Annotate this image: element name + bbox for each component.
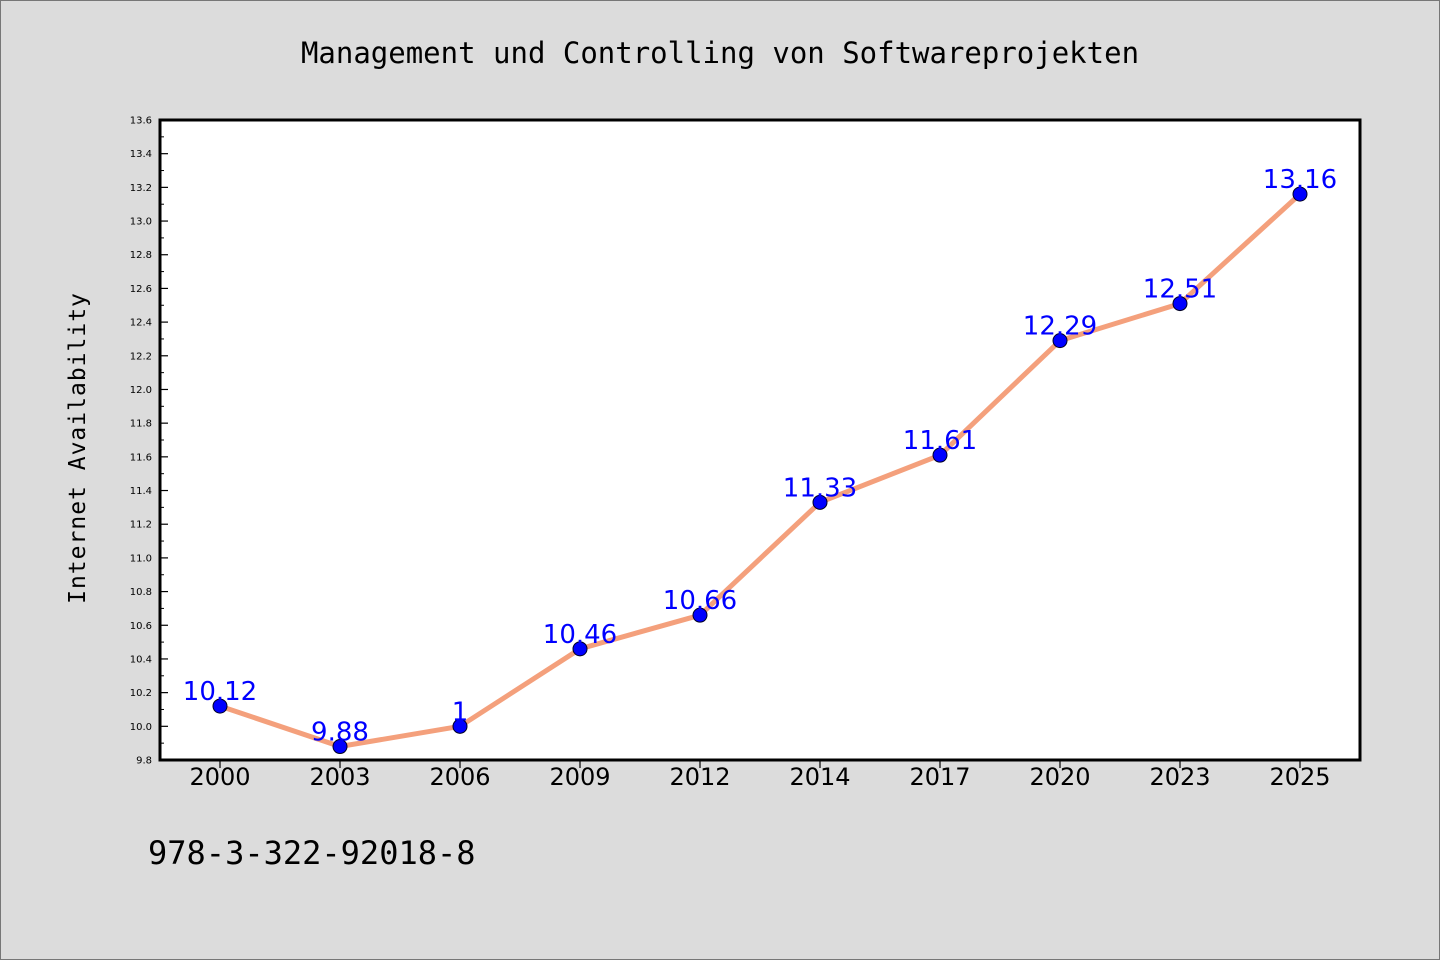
x-tick-label: 2003 bbox=[309, 763, 370, 791]
x-tick-label: 2014 bbox=[789, 763, 850, 791]
y-tick-label: 10.6 bbox=[130, 621, 152, 632]
y-tick-label: 11.2 bbox=[130, 520, 152, 531]
y-tick-label: 12.2 bbox=[130, 351, 152, 362]
y-tick-label: 10.2 bbox=[130, 688, 152, 699]
x-tick-label: 2012 bbox=[669, 763, 730, 791]
y-tick-label: 12.8 bbox=[130, 250, 152, 261]
y-tick-label: 9.8 bbox=[136, 756, 152, 767]
x-axis-ticks: 2000 2003 2006 2009 2012 2014 2017 2020 2023 2025 bbox=[189, 760, 1331, 791]
x-tick-label: 2025 bbox=[1269, 763, 1330, 791]
y-tick-label: 11.0 bbox=[130, 553, 152, 564]
y-tick-label: 13.6 bbox=[130, 116, 152, 127]
chart-title: Management und Controlling von Softwarep… bbox=[301, 36, 1139, 70]
plot-area bbox=[158, 118, 1362, 762]
y-tick-label: 10.4 bbox=[130, 654, 152, 665]
data-label: 10.46 bbox=[543, 620, 617, 650]
y-axis-label: Internet Availability bbox=[65, 292, 91, 604]
x-tick-label: 2017 bbox=[909, 763, 970, 791]
data-point bbox=[692, 607, 708, 623]
y-tick-label: 12.4 bbox=[130, 318, 152, 329]
y-axis-ticks: 9.8 10.0 10.2 10.4 10.6 10.8 11.0 11.2 11.4 11.6 1… bbox=[130, 116, 168, 767]
y-tick-label: 13.2 bbox=[130, 183, 152, 194]
series-line bbox=[217, 191, 1303, 750]
data-point bbox=[812, 494, 828, 510]
data-labels-group: 10.12 9.88 1 10.46 10.66 11.33 11.61 12.29 12.51… bbox=[183, 165, 1337, 747]
data-point bbox=[1172, 296, 1188, 312]
y-tick-label: 12.6 bbox=[130, 284, 152, 295]
data-point bbox=[1292, 186, 1308, 202]
data-point bbox=[1052, 333, 1068, 349]
y-tick-label: 10.0 bbox=[130, 722, 152, 733]
y-tick-label: 12.0 bbox=[130, 385, 152, 396]
y-tick-label: 11.6 bbox=[130, 452, 152, 463]
data-label: 11.33 bbox=[783, 473, 857, 503]
data-label: 10.66 bbox=[663, 586, 737, 616]
series-line-group bbox=[217, 191, 1303, 750]
data-label: 13.16 bbox=[1263, 165, 1337, 195]
y-tick-label: 13.4 bbox=[130, 149, 152, 160]
y-tick-label: 11.4 bbox=[130, 486, 152, 497]
data-point bbox=[572, 641, 588, 657]
data-label: 9.88 bbox=[311, 718, 369, 748]
data-point bbox=[932, 447, 948, 463]
footer-isbn: 978-3-322-92018-8 bbox=[148, 834, 476, 872]
data-point bbox=[452, 718, 468, 734]
y-tick-label: 11.8 bbox=[130, 419, 152, 430]
x-tick-label: 2006 bbox=[429, 763, 490, 791]
data-label: 11.61 bbox=[903, 426, 977, 456]
y-tick-label: 10.8 bbox=[130, 587, 152, 598]
data-label: 12.29 bbox=[1023, 312, 1097, 342]
data-point bbox=[212, 698, 228, 714]
x-tick-label: 2009 bbox=[549, 763, 610, 791]
x-tick-label: 2000 bbox=[189, 763, 250, 791]
y-tick-label: 13.0 bbox=[130, 217, 152, 228]
data-label: 1 bbox=[452, 697, 469, 727]
series-points-group bbox=[212, 186, 1308, 755]
x-tick-label: 2023 bbox=[1149, 763, 1210, 791]
x-tick-label: 2020 bbox=[1029, 763, 1090, 791]
data-label: 12.51 bbox=[1143, 275, 1217, 305]
data-label: 10.12 bbox=[183, 677, 257, 707]
data-point bbox=[332, 739, 348, 755]
